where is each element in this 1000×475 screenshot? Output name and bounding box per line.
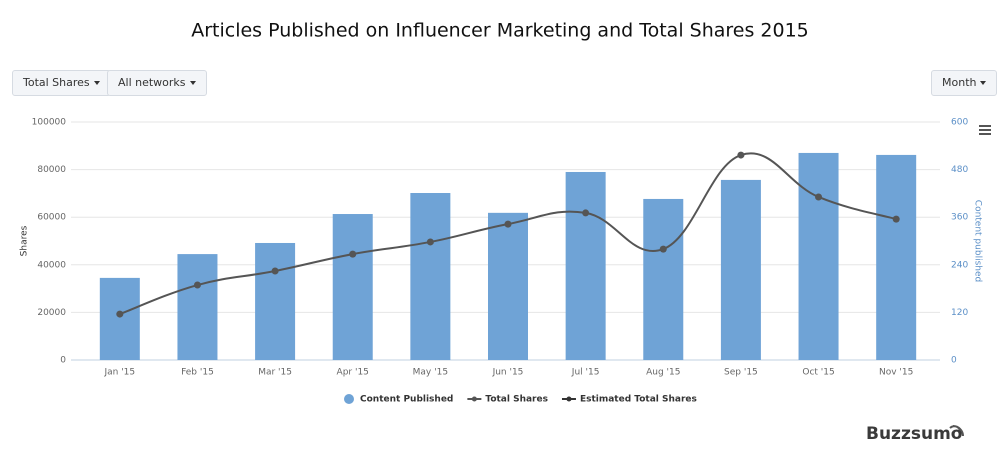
- y-tick-label: 20000: [37, 308, 66, 318]
- bar: [798, 152, 839, 360]
- x-tick-label: Jun '15: [492, 368, 524, 378]
- y2-tick-label: 480: [951, 165, 968, 175]
- bar: [488, 212, 528, 360]
- bar: [565, 171, 606, 360]
- y-tick-label: 80000: [37, 165, 66, 175]
- point: [582, 209, 590, 217]
- logo: Buzzsumo: [866, 424, 963, 444]
- x-tick-label: Nov '15: [879, 368, 913, 378]
- point: [426, 238, 434, 246]
- point: [659, 245, 667, 253]
- legend-swatch: [344, 394, 354, 404]
- x-tick-label: Mar '15: [258, 368, 292, 378]
- chart-title: Articles Published on Influencer Marketi…: [191, 20, 809, 42]
- y-tick-label: 60000: [37, 213, 66, 223]
- x-tick-label: Apr '15: [337, 368, 369, 378]
- legend-label: Estimated Total Shares: [580, 395, 697, 405]
- point: [737, 151, 745, 159]
- legend-swatch: [566, 396, 572, 402]
- bar: [255, 242, 296, 360]
- point: [892, 215, 900, 223]
- y2-tick-label: 240: [951, 260, 968, 270]
- bar: [177, 254, 218, 360]
- y-tick-label: 100000: [32, 118, 67, 128]
- y2-tick-label: 120: [951, 308, 968, 318]
- x-tick-label: May '15: [413, 368, 448, 378]
- y-tick-label: 40000: [37, 260, 66, 270]
- y2-axis-label: Content published: [973, 200, 983, 282]
- bar: [643, 198, 684, 360]
- bar: [876, 154, 917, 360]
- legend-label: Total Shares: [485, 395, 548, 405]
- bar: [720, 179, 761, 360]
- point: [349, 250, 357, 258]
- logo-icon: [949, 425, 964, 437]
- y2-tick-label: 0: [951, 356, 957, 366]
- point: [116, 310, 124, 318]
- y-axis-label: Shares: [20, 225, 30, 256]
- x-tick-label: Oct '15: [802, 368, 834, 378]
- x-tick-label: Jan '15: [103, 368, 135, 378]
- dropdown-button[interactable]: All networks: [107, 70, 207, 96]
- x-tick-label: Sep '15: [724, 368, 758, 378]
- x-tick-label: Feb '15: [181, 368, 214, 378]
- legend-label: Content Published: [360, 395, 453, 405]
- bar: [99, 277, 140, 360]
- y2-tick-label: 600: [951, 118, 968, 128]
- dropdown-button[interactable]: Month: [931, 70, 998, 96]
- point: [504, 220, 512, 228]
- point: [815, 193, 823, 201]
- menu-icon[interactable]: [979, 125, 991, 135]
- y2-tick-label: 360: [951, 213, 968, 223]
- bar: [410, 193, 451, 360]
- dropdown-button[interactable]: Total Shares: [12, 70, 111, 96]
- line: [119, 152, 897, 316]
- point: [271, 267, 279, 275]
- point: [193, 281, 201, 289]
- y-tick-label: 0: [60, 356, 66, 366]
- bar: [332, 214, 373, 360]
- legend-swatch: [471, 396, 477, 402]
- x-tick-label: Jul '15: [571, 368, 600, 378]
- x-tick-label: Aug '15: [646, 368, 680, 378]
